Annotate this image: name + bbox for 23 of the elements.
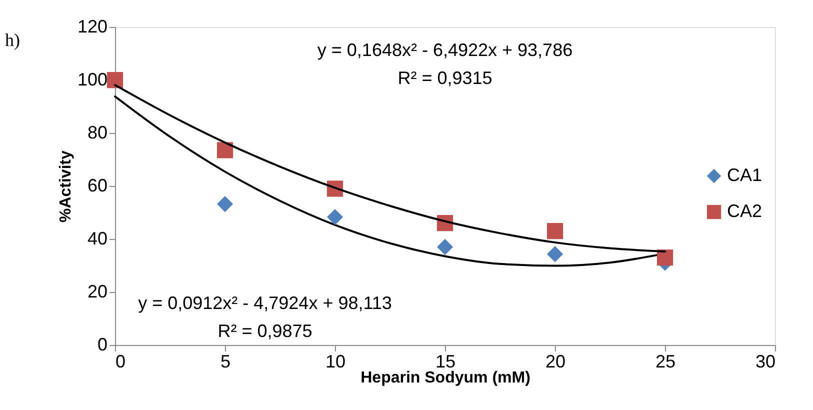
x-tick-label: 25 bbox=[655, 352, 676, 372]
annotation: y = 0,1648x² - 6,4922x + 93,786 bbox=[317, 40, 573, 60]
annotation: R² = 0,9315 bbox=[398, 68, 492, 88]
x-axis-title: Heparin Sodyum (mM) bbox=[360, 370, 530, 386]
x-tick-label: 5 bbox=[220, 352, 231, 372]
y-tick-label: 80 bbox=[87, 122, 108, 142]
y-tick-label: 20 bbox=[87, 282, 108, 302]
x-tick-label: 15 bbox=[435, 352, 456, 372]
text: h) bbox=[5, 30, 20, 50]
x-tick-label: 10 bbox=[325, 352, 346, 372]
y-axis-title: %Activity bbox=[57, 150, 74, 223]
x-tick-label: 30 bbox=[755, 352, 776, 372]
y-tick-label: 0 bbox=[97, 334, 108, 354]
y-tick-label: 40 bbox=[87, 228, 108, 248]
x-tick-label: 0 bbox=[116, 352, 126, 372]
x-tick-label: 20 bbox=[545, 352, 566, 372]
annotation: y = 0,0912x² - 4,7924x + 98,113 bbox=[138, 293, 392, 313]
y-tick-label: 100 bbox=[77, 70, 108, 90]
y-tick-label: 60 bbox=[87, 176, 108, 196]
y-tick-label: 120 bbox=[77, 16, 108, 36]
annotation: R² = 0,9875 bbox=[218, 321, 312, 341]
legend-label: CA2 bbox=[727, 201, 762, 221]
legend-label: CA1 bbox=[727, 165, 762, 185]
